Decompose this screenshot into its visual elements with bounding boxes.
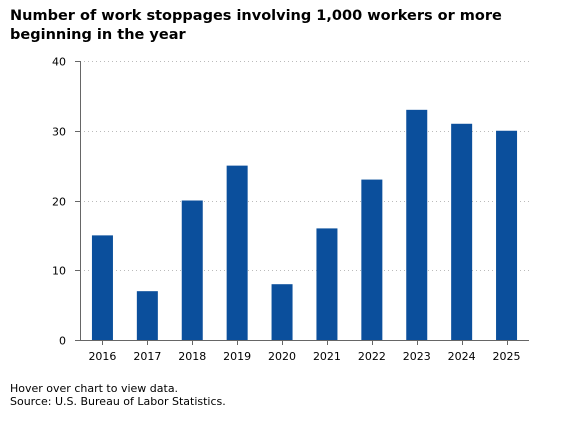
y-tick-label: 20 (52, 196, 66, 209)
bars[interactable]: 2016: 15 2017: 7 2018: 20 2019: 25 2020: 8 20… (91, 109, 518, 341)
tick-labels: 0 10 20 30 40 2016 2017 2018 2019 2020 2021 2022 202… (52, 56, 521, 364)
bar-2020[interactable]: 2020: 8 (271, 284, 293, 340)
x-tick-label: 2016 (88, 350, 116, 363)
hover-hint: Hover over chart to view data. (10, 382, 179, 395)
source-note: Source: U.S. Bureau of Labor Statistics. (10, 395, 226, 408)
y-tick-label: 40 (52, 56, 66, 69)
x-tick-label: 2021 (313, 350, 341, 363)
bar-2016[interactable]: 2016: 15 (91, 235, 113, 340)
x-tick-label: 2023 (403, 350, 431, 363)
x-tick-label: 2025 (493, 350, 521, 363)
x-tick-label: 2022 (358, 350, 386, 363)
chart-title: Number of work stoppages involving 1,000… (10, 8, 502, 43)
axes (75, 61, 529, 345)
bar-2024[interactable]: 2024: 31 (451, 123, 473, 341)
chart-footer: Hover over chart to view data. Source: U… (10, 382, 226, 408)
y-tick-label: 30 (52, 126, 66, 139)
x-tick-label: 2017 (133, 350, 161, 363)
x-tick-label: 2018 (178, 350, 206, 363)
bar-2017[interactable]: 2017: 7 (136, 291, 158, 340)
bar-2019[interactable]: 2019: 25 (226, 165, 248, 340)
x-tick-label: 2020 (268, 350, 296, 363)
gridlines (80, 61, 529, 271)
bar-2018[interactable]: 2018: 20 (181, 200, 203, 341)
y-tick-label: 10 (52, 265, 66, 278)
bar-2025[interactable]: 2025: 30 (496, 130, 518, 340)
bar-2021[interactable]: 2021: 16 (316, 228, 338, 340)
bar-2022[interactable]: 2022: 23 (361, 179, 383, 340)
x-tick-label: 2019 (223, 350, 251, 363)
x-tick-label: 2024 (448, 350, 476, 363)
y-tick-label: 0 (59, 335, 66, 348)
bar-2023[interactable]: 2023: 33 (406, 109, 428, 340)
